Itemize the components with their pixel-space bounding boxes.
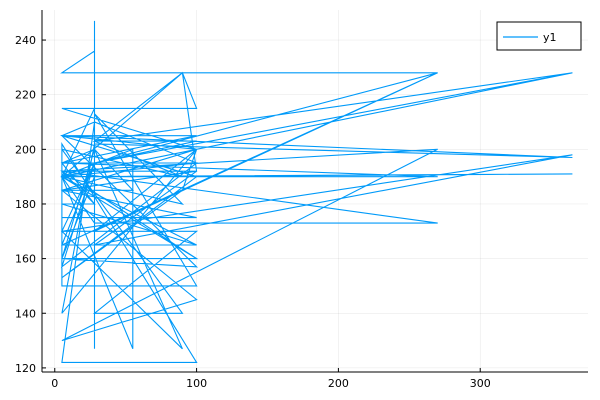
x-tick-labels: 0 100 200 300	[51, 377, 490, 390]
legend-box	[496, 21, 582, 51]
y-tick-label: 120	[15, 362, 36, 375]
legend-label-y1: y1	[543, 31, 557, 44]
tick-marks	[42, 39, 481, 372]
legend: y1	[496, 21, 582, 51]
y-tick-label: 140	[15, 307, 36, 320]
y-tick-label: 180	[15, 198, 36, 211]
y-tick-label: 240	[15, 34, 36, 47]
y-tick-labels: 120 140 160 180 200 220 240	[15, 34, 36, 375]
series-y1	[60, 20, 573, 363]
x-tick-label: 0	[51, 377, 58, 390]
x-tick-label: 100	[186, 377, 207, 390]
axes	[41, 10, 588, 373]
y-tick-label: 200	[15, 143, 36, 156]
x-tick-label: 200	[328, 377, 349, 390]
y-tick-label: 160	[15, 253, 36, 266]
y-tick-label: 220	[15, 89, 36, 102]
x-tick-label: 300	[470, 377, 491, 390]
series-line-y1	[60, 20, 573, 363]
